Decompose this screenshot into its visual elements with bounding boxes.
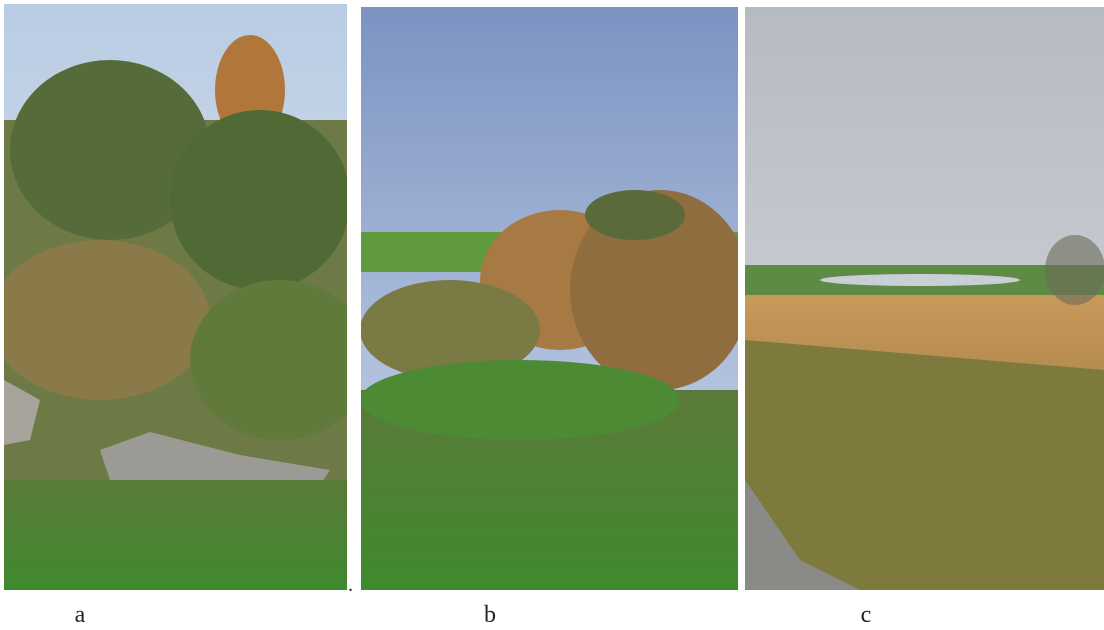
photos: [0, 0, 1104, 630]
stray-mark: .: [348, 574, 353, 597]
panel-label: b: [484, 602, 496, 629]
photo-b: [360, 7, 750, 590]
figure: a b c .: [0, 0, 1104, 630]
panel-label: a: [75, 602, 86, 629]
photo-c: [745, 7, 1104, 590]
photo-a: [0, 4, 370, 590]
panel-label: c: [861, 602, 872, 629]
